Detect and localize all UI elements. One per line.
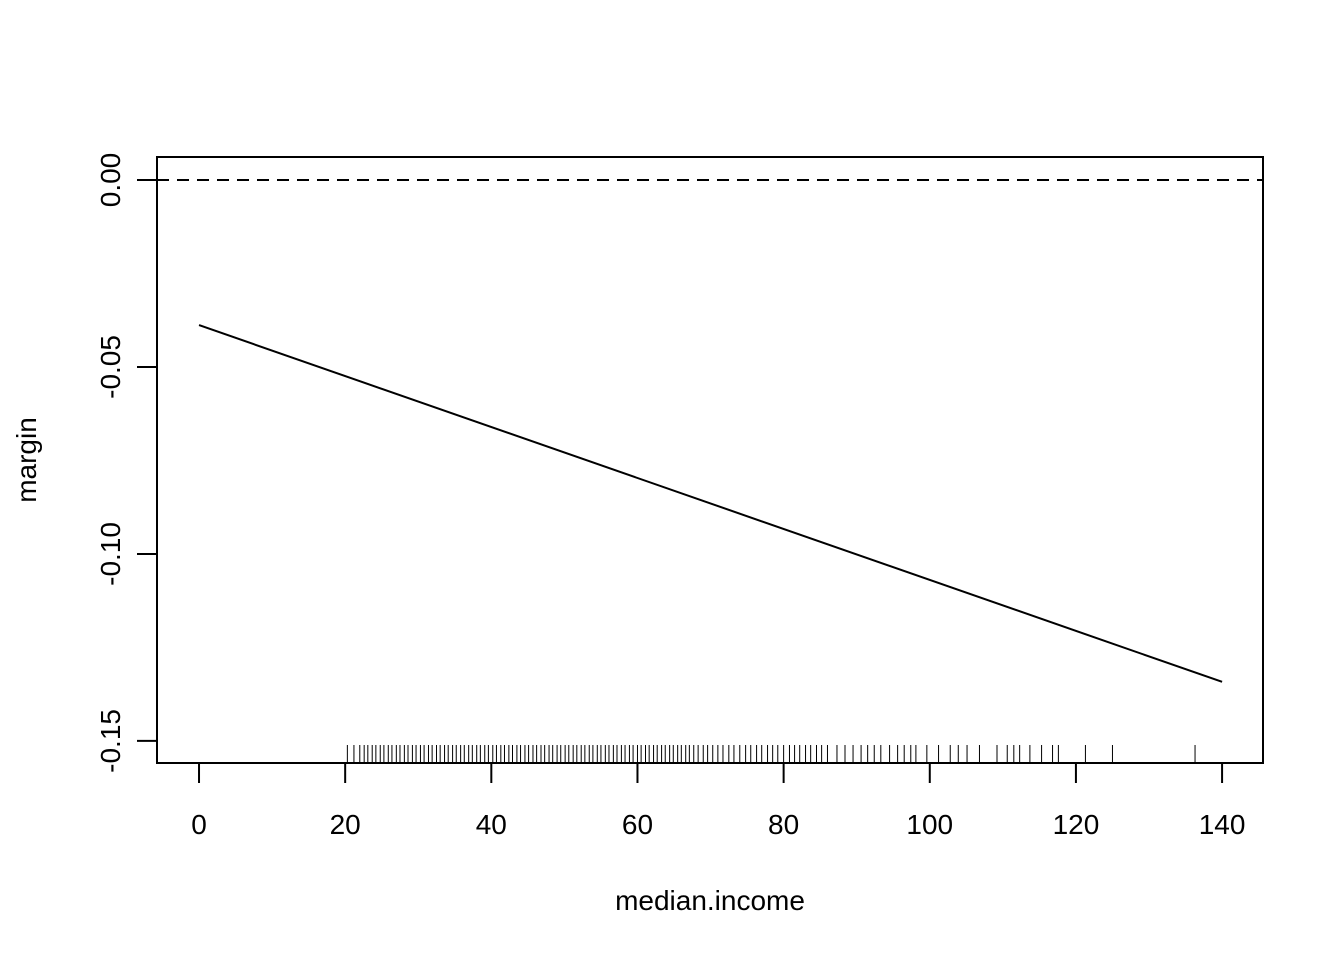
x-tick-label: 60 bbox=[622, 809, 653, 840]
line bbox=[198, 324, 1223, 683]
y-axis-label: margin bbox=[11, 417, 42, 503]
x-axis-label: median.income bbox=[615, 885, 805, 916]
x-tick-label: 0 bbox=[191, 809, 207, 840]
y-tick-label: 0.00 bbox=[95, 153, 126, 208]
x-tick-label: 140 bbox=[1199, 809, 1246, 840]
y-tick-label: -0.15 bbox=[95, 709, 126, 773]
plot-frame bbox=[156, 156, 1264, 764]
x-tick-label: 120 bbox=[1053, 809, 1100, 840]
x-tick-label: 100 bbox=[906, 809, 953, 840]
y-tick-label: -0.10 bbox=[95, 522, 126, 586]
x-tick-label: 80 bbox=[768, 809, 799, 840]
y-tick-label: -0.05 bbox=[95, 335, 126, 399]
x-tick-label: 40 bbox=[476, 809, 507, 840]
x-tick-label: 20 bbox=[330, 809, 361, 840]
